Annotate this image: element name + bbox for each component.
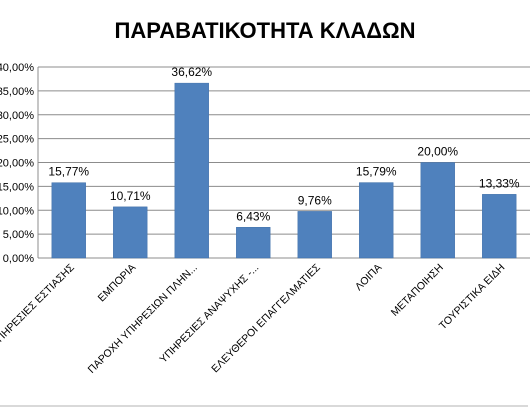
- bar: [113, 206, 148, 259]
- data-label: 9,76%: [298, 193, 332, 207]
- x-tick-label: ΤΟΥΡΙΣΤΙΚΑ ΕΙΔΗ: [437, 262, 507, 332]
- data-label: 36,62%: [171, 65, 212, 79]
- data-label: 10,71%: [110, 189, 151, 203]
- data-label: 20,00%: [417, 145, 458, 159]
- x-tick-label: ΛΟΙΠΑ: [353, 262, 384, 293]
- bars: [51, 82, 517, 259]
- chart-frame-edge: [0, 405, 528, 407]
- bar: [359, 182, 394, 259]
- bar: [482, 194, 517, 259]
- y-tick-label: 10,00%: [0, 205, 34, 217]
- x-tick-label: ΕΛΕΥΘΕΡΟΙ ΕΠΑΓΓΕΛΜΑΤΙΕΣ: [209, 261, 323, 375]
- x-tick-label: ΥΠΗΡΕΣΙΕΣ ΑΝΑΨΥΧΗΣ -...: [157, 262, 261, 366]
- y-tick-label: 40,00%: [0, 62, 34, 74]
- data-label: 6,43%: [236, 209, 270, 223]
- chart-title: ΠΑΡΑΒΑΤΙΚΟΤΗΤΑ ΚΛΑΔΩΝ: [114, 18, 416, 43]
- x-tick-label: ΜΕΤΑΠΟΙΗΣΗ: [389, 262, 446, 319]
- y-tick-label: 30,00%: [0, 110, 34, 122]
- x-tick-label: ΠΑΡΟΧΗ ΥΠΗΡΕΣΙΩΝ ΠΛΗΝ...: [86, 262, 200, 376]
- x-tick-label: ΕΜΠΟΡΙΑ: [96, 262, 139, 305]
- data-label: 13,33%: [479, 176, 520, 190]
- bar: [236, 227, 271, 259]
- bar: [51, 182, 86, 259]
- y-tick-label: 0,00%: [3, 253, 34, 265]
- y-tick-labels: 0,00% 5,00% 10,00% 15,00% 20,00% 25,00% 30,00%…: [0, 62, 34, 265]
- bar: [174, 82, 209, 259]
- y-tick-label: 20,00%: [0, 158, 34, 170]
- y-tick-label: 5,00%: [3, 229, 34, 241]
- y-tick-label: 25,00%: [0, 134, 34, 146]
- bar: [420, 162, 455, 259]
- x-tick-label: ΥΠΗΡΕΣΙΕΣ ΕΣΤΙΑΣΗΣ: [0, 261, 77, 349]
- data-label: 15,77%: [48, 165, 89, 179]
- data-labels: 15,77% 10,71% 36,62% 6,43% 9,76% 15,79% 20,00%…: [48, 65, 520, 223]
- bar: [297, 211, 332, 259]
- data-label: 15,79%: [356, 165, 397, 179]
- y-tick-label: 15,00%: [0, 181, 34, 193]
- y-tick-label: 35,00%: [0, 86, 34, 98]
